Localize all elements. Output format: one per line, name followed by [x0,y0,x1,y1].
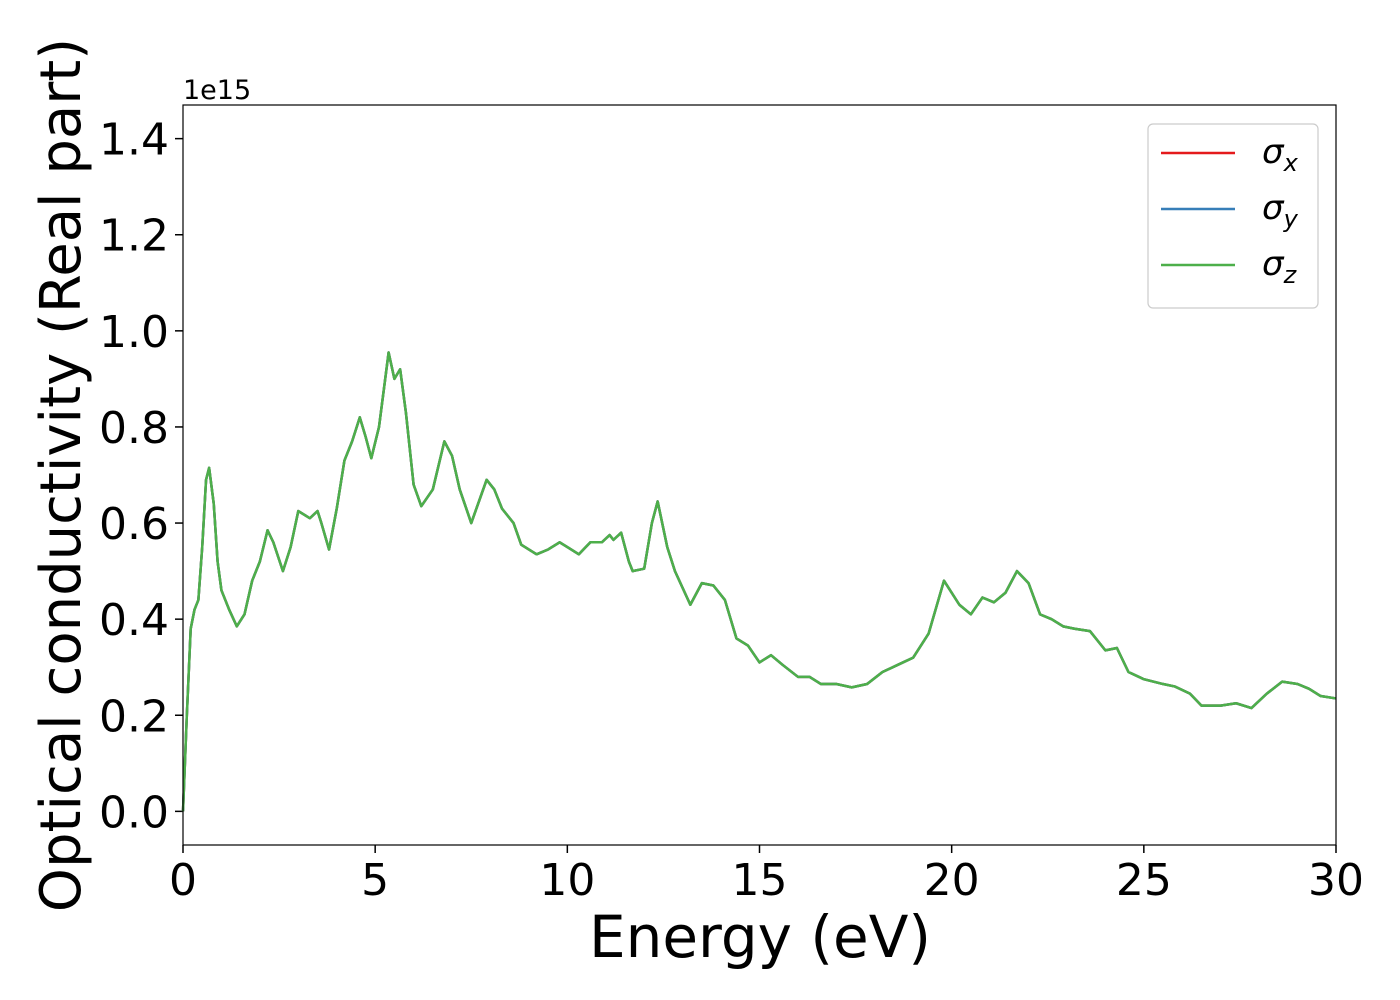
y-axis-label: Optical conductivity (Real part) [29,38,94,912]
x-tick-label: 15 [732,855,788,906]
y-tick-label: 1.2 [99,211,169,262]
y-tick-label: 0.4 [99,595,169,646]
legend: σx σy σz [1147,123,1319,309]
legend-label: σy [1262,188,1299,233]
line-series [181,351,1337,812]
x-tick-label: 25 [1116,855,1172,906]
legend-label: σz [1262,244,1298,289]
offset-label: 1e15 [183,75,251,106]
y-tick-label: 0.2 [99,691,169,742]
y-tick-label: 0.6 [99,499,169,550]
y-tick-label: 0.0 [99,787,169,838]
x-tick-label: 5 [361,855,389,906]
y-tick-label: 1.0 [99,307,169,358]
y-tick-label: 1.4 [99,115,169,166]
legend-label: σx [1262,132,1299,177]
x-tick-label: 0 [169,855,197,906]
legend-frame [1147,123,1319,309]
line-series [181,351,1337,812]
x-tick-label: 10 [539,855,595,906]
x-tick-label: 30 [1308,855,1364,906]
y-tick-label: 0.8 [99,403,169,454]
plot-frame [182,104,1337,846]
x-tick-label: 20 [924,855,980,906]
x-axis-label: Energy (eV) [589,903,931,971]
line-series [181,351,1337,812]
